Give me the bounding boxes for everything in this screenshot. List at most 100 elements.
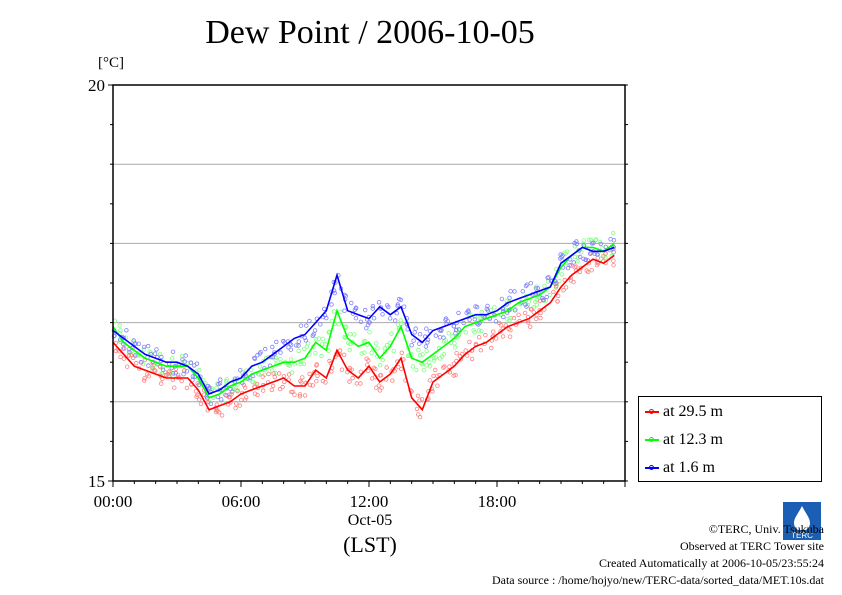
series-line [112,246,615,395]
legend-label: at 1.6 m [663,459,715,476]
data-point [313,336,319,342]
data-point [314,362,319,367]
data-point [292,392,297,397]
data-point [479,328,484,334]
data-point [157,364,163,370]
x-axis-unit: (LST) [343,532,397,557]
data-point [337,348,343,353]
data-point [313,351,318,356]
data-point [437,335,443,340]
data-point [425,340,430,345]
data-point [318,322,323,327]
data-point [370,306,375,311]
data-point [456,310,461,316]
data-point [388,316,393,321]
data-point [322,306,327,312]
data-point [367,320,372,325]
data-point [512,308,518,313]
data-point [346,340,351,345]
data-point [430,389,435,394]
data-point [459,351,465,357]
footer-created: Created Automatically at 2006-10-05/23:5… [599,556,824,570]
data-point [451,373,456,378]
data-point [297,392,303,397]
data-point [272,374,277,380]
data-point [494,336,499,341]
data-point [441,335,446,340]
data-point [540,296,545,301]
legend-item-1-6m: at 1.6 m [645,457,715,479]
data-point [195,392,200,398]
data-point [280,384,285,390]
data-point [343,324,349,329]
data-point [136,351,141,356]
data-point [553,281,558,286]
series-lines [112,242,615,412]
data-point [219,413,225,418]
data-point [152,351,158,356]
data-point [352,332,357,337]
data-point [523,302,528,307]
data-point [584,268,589,273]
data-point [278,350,283,355]
data-point [252,356,257,361]
data-point [127,349,132,355]
data-point [451,323,456,329]
data-point [458,357,464,362]
data-point [417,332,423,337]
data-point [542,283,547,289]
data-point [528,324,533,329]
data-point [417,341,422,346]
data-point [294,343,299,348]
data-point [551,289,556,295]
data-point [198,401,204,407]
data-point [376,383,382,388]
data-point [261,359,266,364]
data-point [141,344,147,350]
data-point [331,309,337,314]
data-point [595,252,600,257]
data-point [118,328,123,333]
data-point [266,371,271,377]
data-point [611,263,616,268]
data-point [339,367,345,372]
footer-source: Data source : /home/hojyo/new/TERC-data/… [491,573,824,587]
data-point [243,395,249,400]
data-point [446,368,451,373]
data-point [367,330,372,335]
data-point [315,373,320,379]
data-point [529,307,534,312]
data-point [435,383,440,388]
data-point [364,326,369,331]
data-point [441,365,446,370]
data-point [581,256,586,261]
data-point [311,370,317,375]
data-point [297,394,303,399]
data-point [560,253,565,258]
data-point [598,241,603,247]
data-point [420,352,425,357]
data-point [260,374,265,379]
data-point [583,257,589,262]
data-point [359,351,364,356]
data-point [282,379,287,385]
data-point [179,378,184,384]
data-point [556,293,561,299]
data-point [424,348,429,354]
data-point [557,278,562,284]
data-point [270,383,276,389]
data-point [380,357,385,363]
data-point [197,367,202,373]
data-point [577,269,583,275]
data-point [531,310,536,315]
data-point [288,342,294,347]
data-point [374,385,379,390]
data-point [348,332,353,337]
data-point [307,318,312,324]
data-point [307,382,313,388]
data-point [376,300,382,305]
data-point [586,237,592,242]
data-point [184,369,190,374]
x-tick-label: 00:00 [94,492,133,511]
legend-swatch-green [645,434,659,446]
